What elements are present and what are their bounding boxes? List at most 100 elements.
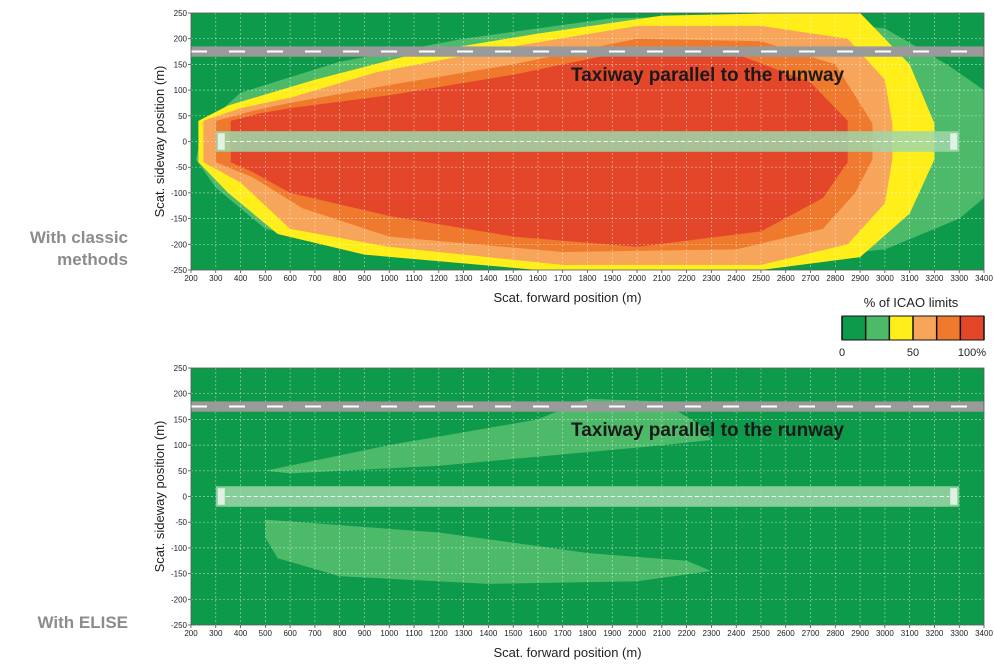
legend-tick-label: 0 [839,347,845,359]
y-tick-label: -50 [175,163,187,172]
x-tick-label: 1100 [405,274,423,283]
x-tick-label: 1800 [579,274,597,283]
x-tick-label: 3000 [876,274,894,283]
x-tick-label: 2100 [653,629,671,638]
x-tick-label: 3400 [975,629,993,638]
x-tick-label: 500 [259,274,273,283]
taxiway-label: Taxiway parallel to the runway [571,420,845,441]
x-tick-label: 1700 [554,274,572,283]
y-tick-label: -200 [171,240,188,249]
x-tick-label: 1400 [479,274,497,283]
legend-swatch [913,316,937,340]
x-tick-label: 2600 [777,274,795,283]
x-tick-label: 3300 [950,274,968,283]
runway-threshold [217,488,225,505]
x-tick-label: 900 [358,629,372,638]
x-tick-label: 700 [308,274,322,283]
x-tick-label: 2900 [851,274,869,283]
x-tick-label: 400 [234,274,248,283]
x-tick-label: 2800 [826,629,844,638]
x-tick-label: 2900 [851,629,869,638]
taxiway [191,46,984,57]
y-tick-label: 200 [174,390,188,399]
x-tick-label: 2800 [826,274,844,283]
x-tick-label: 2500 [752,629,770,638]
x-tick-label: 1400 [479,629,497,638]
x-tick-label: 3200 [926,274,944,283]
y-tick-label: 50 [178,467,187,476]
x-tick-label: 2300 [703,629,721,638]
legend-swatch [865,316,890,340]
x-tick-label: 500 [259,629,273,638]
plot2-side-label: With ELISE [37,613,128,632]
x-tick-label: 2600 [777,629,795,638]
x-tick-label: 2400 [727,274,745,283]
plot-regions [191,13,984,270]
y-tick-label: -100 [171,189,188,198]
x-tick-label: 2200 [678,629,696,638]
x-tick-label: 3000 [876,629,894,638]
legend-tick-label: 100% [958,347,986,359]
x-tick-label: 3300 [950,629,968,638]
x-tick-label: 2000 [628,274,646,283]
y-tick-label: 250 [174,9,188,18]
x-tick-label: 1500 [504,629,522,638]
x-tick-label: 2700 [802,274,820,283]
x-tick-label: 1200 [430,629,448,638]
legend-title: % of ICAO limits [864,295,959,310]
taxiway [191,401,984,412]
taxiway-label: Taxiway parallel to the runway [571,65,845,86]
runway-threshold [950,133,958,150]
x-tick-label: 1000 [380,274,398,283]
x-tick-label: 200 [184,629,198,638]
x-axis-title: Scat. forward position (m) [493,645,641,660]
x-tick-label: 300 [209,629,223,638]
y-tick-label: -150 [171,570,188,579]
x-tick-label: 2200 [678,274,696,283]
x-tick-label: 1100 [405,629,423,638]
plot-frame [190,367,985,626]
x-tick-label: 1300 [455,629,473,638]
x-tick-label: 800 [333,274,347,283]
y-tick-label: -150 [171,215,188,224]
legend-tick-label: 50 [907,347,919,359]
y-tick-label: 0 [183,138,188,147]
x-tick-label: 800 [333,629,347,638]
y-axis-title: Scat. sideway position (m) [152,66,167,218]
plot-regions [191,368,984,625]
x-tick-label: 2500 [752,274,770,283]
plot-1: Taxiway parallel to the runway 200 300 400 5… [152,9,993,305]
y-tick-label: -250 [171,621,188,630]
y-tick-label: 150 [174,60,188,69]
x-tick-label: 600 [283,629,297,638]
x-tick-label: 2000 [628,629,646,638]
legend-swatch [889,316,913,340]
x-tick-label: 1600 [529,274,547,283]
y-tick-label: 0 [183,493,188,502]
x-tick-label: 1500 [504,274,522,283]
runway-threshold [950,488,958,505]
y-tick-label: 100 [174,441,188,450]
x-tick-label: 1200 [430,274,448,283]
x-tick-label: 600 [283,274,297,283]
x-tick-label: 3200 [926,629,944,638]
x-tick-label: 3100 [901,274,919,283]
x-tick-label: 2300 [703,274,721,283]
x-tick-label: 200 [184,274,198,283]
runway [215,486,960,507]
legend-swatch [936,316,961,340]
x-tick-label: 2400 [727,629,745,638]
x-tick-label: 2100 [653,274,671,283]
x-tick-label: 1900 [603,629,621,638]
x-tick-label: 3400 [975,274,993,283]
x-tick-label: 3100 [901,629,919,638]
y-tick-label: 150 [174,415,188,424]
plot-frame [190,12,985,271]
contour-region-level-1 [265,519,712,584]
runway [215,131,960,152]
x-tick-label: 2700 [802,629,820,638]
y-tick-label: 250 [174,364,188,373]
legend: % of ICAO limits 0 50 100% [839,295,986,359]
x-tick-label: 400 [234,629,248,638]
